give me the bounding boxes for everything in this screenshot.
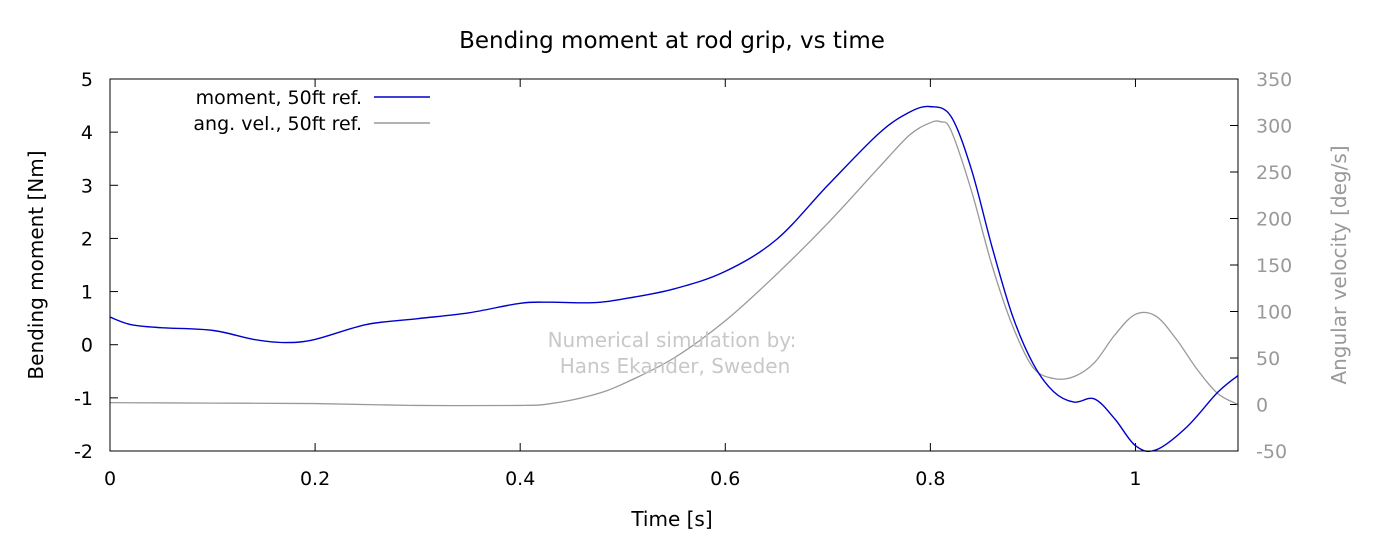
y-tick-label: -1 (74, 388, 93, 410)
y-tick-label: 3 (81, 175, 93, 197)
x-tick-label: 0.8 (915, 468, 945, 490)
y2-tick-label: 300 (1256, 116, 1292, 138)
y-tick-label: 2 (81, 228, 93, 250)
y2-tick-label: 150 (1256, 255, 1292, 277)
x-tick-label: 0.4 (505, 468, 535, 490)
y2-axis-label: Angular velocity [deg/s] (1327, 145, 1351, 384)
x-tick-label: 1 (1129, 468, 1141, 490)
x-axis-label: Time [s] (630, 507, 712, 531)
y-tick-label: -2 (74, 441, 93, 463)
chart-title: Bending moment at rod grip, vs time (459, 28, 885, 54)
x-tick-label: 0.2 (300, 468, 330, 490)
y2-tick-label: 100 (1256, 302, 1292, 324)
series-layer (109, 105, 1239, 453)
plot-frame (109, 78, 1239, 452)
y2-tick-label: -50 (1256, 441, 1287, 463)
y-tick-label: 0 (81, 335, 93, 357)
angular-velocity-line (109, 120, 1239, 407)
legend: moment, 50ft ref. ang. vel., 50ft ref. (193, 87, 430, 135)
x-axis-ticks: 0 0.2 0.4 0.6 0.8 1 (104, 79, 1142, 490)
annotation-line-2: Hans Ekander, Sweden (560, 354, 791, 378)
annotation-line-1: Numerical simulation by: (548, 328, 797, 352)
moment-line (109, 105, 1239, 453)
y-axis-label: Bending moment [Nm] (24, 150, 48, 379)
y2-axis-ticks: -50 0 50 100 150 200 250 300 350 (1230, 69, 1292, 463)
y-tick-label: 4 (81, 122, 93, 144)
x-tick-label: 0 (104, 468, 116, 490)
x-tick-label: 0.6 (710, 468, 740, 490)
y2-tick-label: 50 (1256, 348, 1280, 370)
y2-tick-label: 350 (1256, 69, 1292, 91)
y-tick-label: 1 (81, 282, 93, 304)
y2-tick-label: 250 (1256, 162, 1292, 184)
y-tick-label: 5 (81, 69, 93, 91)
legend-label: ang. vel., 50ft ref. (193, 113, 362, 135)
y-axis-ticks: -2 -1 0 1 2 3 4 5 (74, 69, 118, 463)
legend-label: moment, 50ft ref. (196, 87, 362, 109)
y2-tick-label: 0 (1256, 395, 1268, 417)
y2-tick-label: 200 (1256, 209, 1292, 231)
